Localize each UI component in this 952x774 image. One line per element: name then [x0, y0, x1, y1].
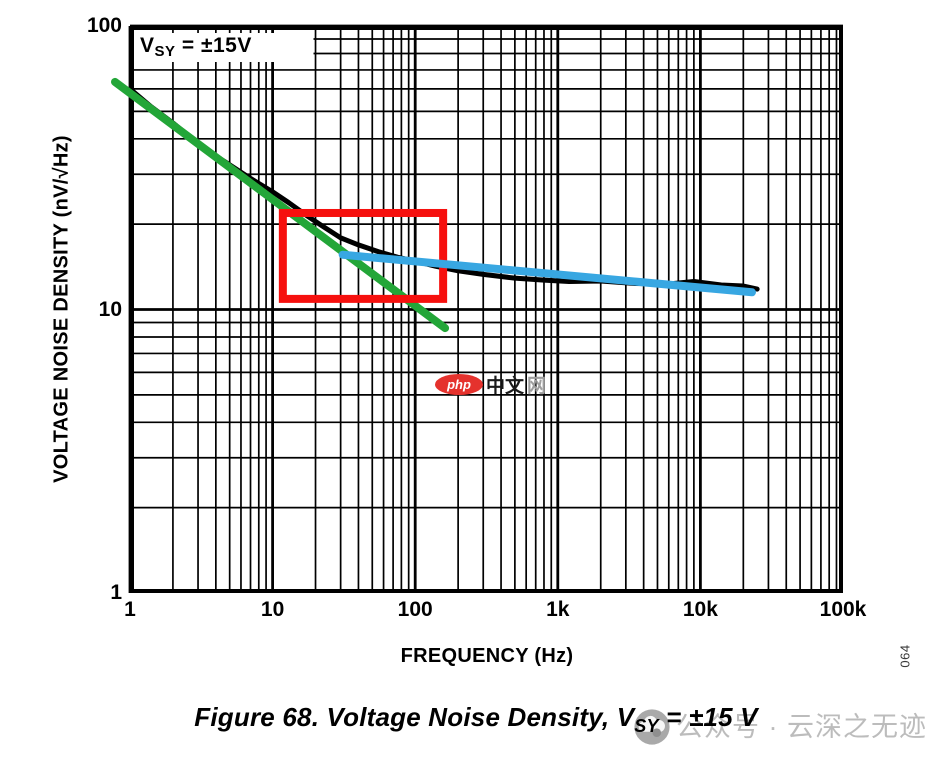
highlight-box: [278, 208, 448, 303]
vsy-value: = ±15V: [175, 34, 252, 57]
noise-density-chart: [111, 24, 843, 593]
x-tick-label-100: 100: [397, 598, 433, 621]
php-watermark-text: 中文: [486, 376, 525, 397]
x-tick-label-10k: 10k: [682, 598, 718, 621]
x-tick-label-100k: 100k: [819, 598, 867, 621]
caption-value: = ±15 V: [658, 702, 758, 732]
cloud-watermark: 公众号 · 云深之无迹: [633, 708, 927, 746]
x-axis-title: FREQUENCY (Hz): [400, 645, 574, 667]
php-watermark-text-light: 网: [527, 376, 547, 397]
cloud-watermark-text: 公众号 · 云深之无迹: [676, 712, 927, 742]
caption-text: Figure 68. Voltage Noise Density, V: [194, 702, 635, 732]
plot-area: VSY = ±15V php 中文 网: [111, 24, 843, 593]
cloud-logo-icon: [634, 709, 670, 745]
x-tick-label-10: 10: [260, 598, 285, 621]
figure-caption: Figure 68. Voltage Noise Density, VSY = …: [194, 702, 757, 737]
caption-subscript: SY: [634, 716, 659, 736]
condition-label-bg: [132, 33, 314, 62]
flat-noise-asymptote-line: [338, 250, 756, 297]
y-tick-label-10: 10: [98, 297, 122, 321]
vsy-symbol: V: [140, 34, 155, 57]
plot-frame: [130, 26, 843, 593]
x-tick-label-1k: 1k: [546, 598, 570, 621]
x-tick-label-1: 1: [124, 598, 136, 621]
y-tick-label-100: 100: [86, 14, 122, 37]
php-logo-badge: php: [435, 374, 483, 395]
y-tick-label-1: 1: [110, 581, 122, 604]
supply-condition-label: VSY = ±15V: [140, 34, 252, 60]
figure-code: 064: [897, 644, 913, 668]
vsy-subscript: SY: [154, 43, 176, 60]
php-watermark: php 中文 网: [435, 371, 546, 398]
one-over-f-asymptote-line: [111, 77, 450, 333]
